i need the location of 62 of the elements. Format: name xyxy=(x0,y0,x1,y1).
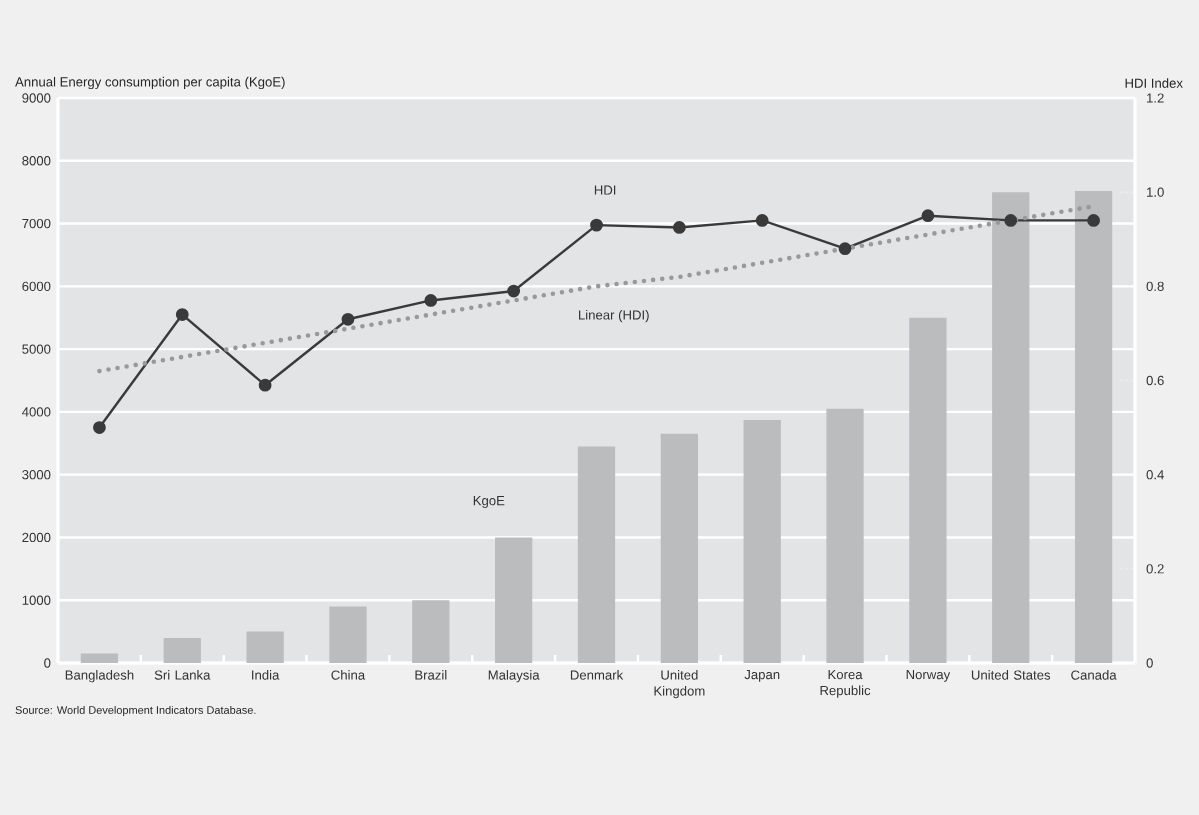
series-label: HDI xyxy=(594,185,616,195)
y-axis-title: Annual Energy consumption per capita (KgoE) xyxy=(15,76,285,90)
bar xyxy=(909,317,947,663)
y2-axis-title: HDI Index xyxy=(1125,78,1183,88)
x-tick-label: Brazil xyxy=(415,670,447,680)
y-tick-label: 7000 xyxy=(22,218,51,229)
y-tick-label: 1000 xyxy=(22,595,51,605)
point xyxy=(590,218,603,232)
y2-tick-label: 0.2 xyxy=(1146,564,1164,574)
x-tick-label: Sri Lanka xyxy=(154,670,211,680)
bar xyxy=(743,420,781,663)
y-tick-label: 5000 xyxy=(22,344,51,354)
y-tick-label: 2000 xyxy=(22,532,51,543)
series-label: Linear (HDI) xyxy=(579,309,649,323)
point xyxy=(507,284,521,298)
y2-tick-label: 0.8 xyxy=(1146,281,1164,291)
x-tick-label: Bangladesh xyxy=(65,670,134,683)
y2-tick-label: 1.0 xyxy=(1147,187,1164,197)
point xyxy=(424,294,438,307)
x-tick-label: Malaysia xyxy=(488,670,540,683)
point xyxy=(755,214,769,227)
bar xyxy=(992,192,1030,663)
y-tick-label: 0 xyxy=(44,658,51,668)
x-tick-label: United States xyxy=(971,670,1051,680)
y2-tick-label: 1.2 xyxy=(1147,93,1164,103)
point xyxy=(175,308,189,321)
y-tick-label: 3000 xyxy=(22,470,51,480)
y2-tick-label: 0.4 xyxy=(1146,470,1164,480)
x-tick-label: Canada xyxy=(1071,670,1117,680)
x-tick-label: Korea Republic xyxy=(820,670,871,698)
bar xyxy=(660,433,698,663)
point xyxy=(921,209,935,223)
point xyxy=(341,312,355,326)
bar xyxy=(80,653,119,663)
y-tick-label: 6000 xyxy=(22,281,51,291)
x-tick-label: China xyxy=(331,670,366,680)
x-tick-label: India xyxy=(252,670,280,680)
bar xyxy=(246,631,284,663)
bar xyxy=(1074,190,1113,663)
x-tick-label: United Kingdom xyxy=(654,670,705,699)
bar xyxy=(329,606,367,663)
bar xyxy=(163,637,201,663)
source-note: Source: World Development Indicators Database. xyxy=(15,705,256,717)
point xyxy=(258,378,272,392)
y-tick-label: 4000 xyxy=(22,407,51,417)
point xyxy=(672,221,686,234)
x-tick-label: Japan xyxy=(744,670,780,682)
x-tick-label: Denmark xyxy=(570,670,624,680)
x-tick-label: Norway xyxy=(906,670,951,682)
bar xyxy=(577,446,616,663)
text: KgoE xyxy=(473,496,505,508)
point xyxy=(1087,214,1100,227)
y-tick-label: 8000 xyxy=(22,156,51,166)
bar xyxy=(826,408,864,663)
point xyxy=(838,242,852,256)
y2-tick-label: 0 xyxy=(1146,658,1153,668)
bar xyxy=(495,537,533,663)
point xyxy=(1004,214,1018,227)
point xyxy=(93,421,106,434)
y2-tick-label: 0.6 xyxy=(1146,375,1164,386)
y-tick-label: 9000 xyxy=(22,93,51,103)
bar xyxy=(412,600,450,663)
